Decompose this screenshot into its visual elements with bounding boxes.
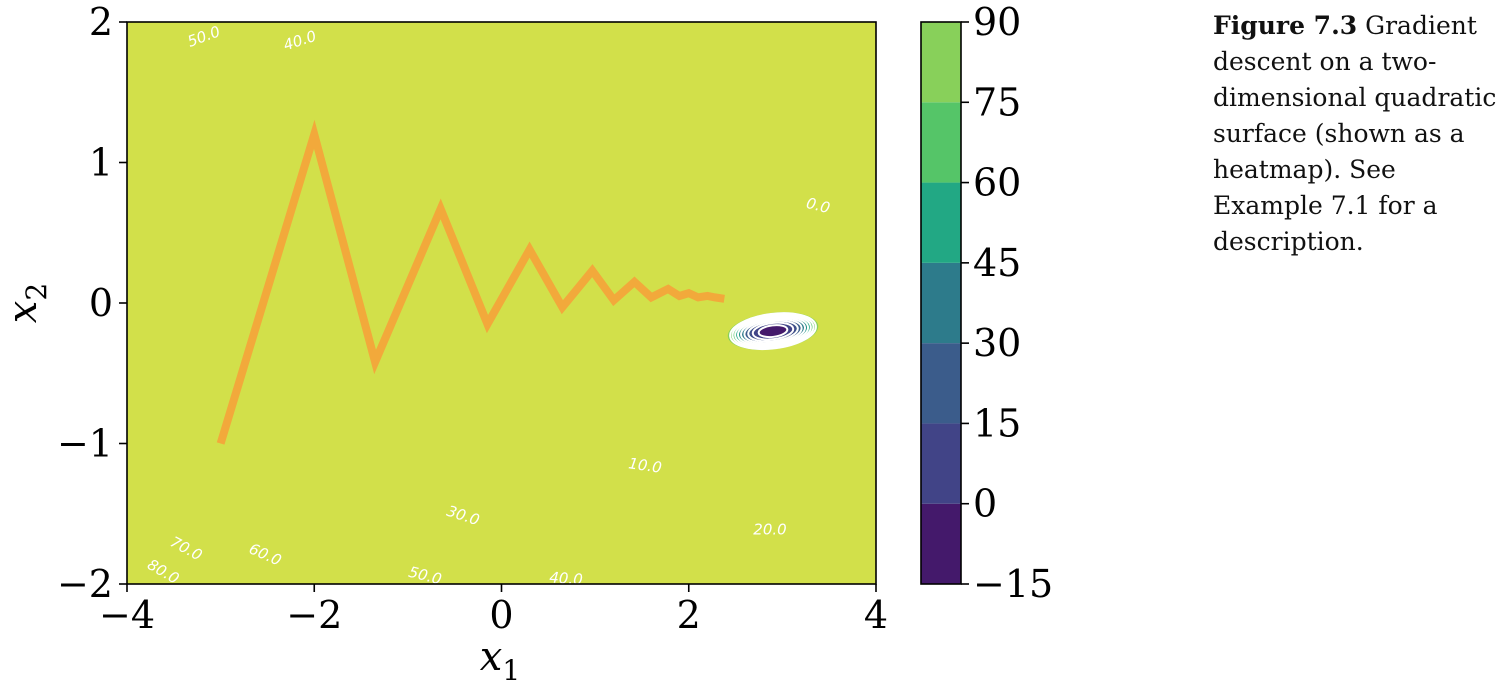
y-tick-label: 0 (89, 281, 113, 325)
caption-label: Figure 7.3 (1213, 11, 1358, 40)
contour-chart: 0.010.020.030.040.050.060.070.080.0 40.05… (0, 0, 1053, 687)
colorbar-segment (921, 503, 961, 584)
contour-line (736, 315, 810, 347)
colorbar-tick-label: 0 (973, 482, 997, 526)
colorbar-tick-label: 60 (973, 161, 1021, 205)
fill-band (758, 325, 788, 338)
colorbar-tick-label: −15 (973, 562, 1053, 606)
x-tick-label: 0 (489, 593, 513, 637)
x-axis-label: x1 (480, 634, 520, 687)
contour-line (757, 324, 789, 339)
colorbar-segment (921, 343, 961, 424)
contour-line (729, 312, 817, 351)
contour-label: 0.0 (804, 194, 832, 217)
y-tick-label: 2 (89, 0, 113, 44)
contour-line (747, 319, 799, 343)
y-tick-label: 1 (89, 141, 113, 185)
x-tick-label: 4 (864, 593, 888, 637)
colorbar-segment (921, 22, 961, 103)
contour-line (743, 318, 803, 345)
y-tick-label: −2 (57, 562, 113, 606)
contour-label: 40.0 (549, 568, 584, 588)
colorbar-frame (920, 21, 962, 585)
x-tick-label: −4 (99, 593, 155, 637)
x-tick-label: −2 (286, 593, 342, 637)
colorbar-tick-label: 15 (973, 401, 1021, 445)
caption-text: Gradient descent on a two-dimensional qu… (1213, 11, 1497, 256)
colorbar-segment (921, 102, 961, 183)
figure-caption: Figure 7.3 Gradient descent on a two-dim… (1213, 8, 1503, 260)
x-tick-label: 2 (677, 593, 701, 637)
contour-label: 10.0 (627, 454, 663, 476)
y-tick-label: −1 (57, 422, 113, 466)
colorbar-tick-label: 30 (973, 321, 1021, 365)
colorbar-tick-label: 45 (973, 241, 1021, 285)
colorbar-segment (921, 262, 961, 344)
y-axis-label: x2 (0, 283, 53, 323)
contour-line (734, 314, 812, 348)
contour-label: 20.0 (753, 521, 786, 539)
gradient-descent-path (216, 119, 725, 445)
colorbar-segment (921, 423, 961, 504)
colorbar-tick-label: 90 (973, 0, 1021, 44)
colorbar-segment (921, 182, 961, 263)
contour-line (740, 316, 806, 346)
contour-line (751, 321, 795, 341)
colorbar-tick-label: 75 (973, 80, 1021, 124)
